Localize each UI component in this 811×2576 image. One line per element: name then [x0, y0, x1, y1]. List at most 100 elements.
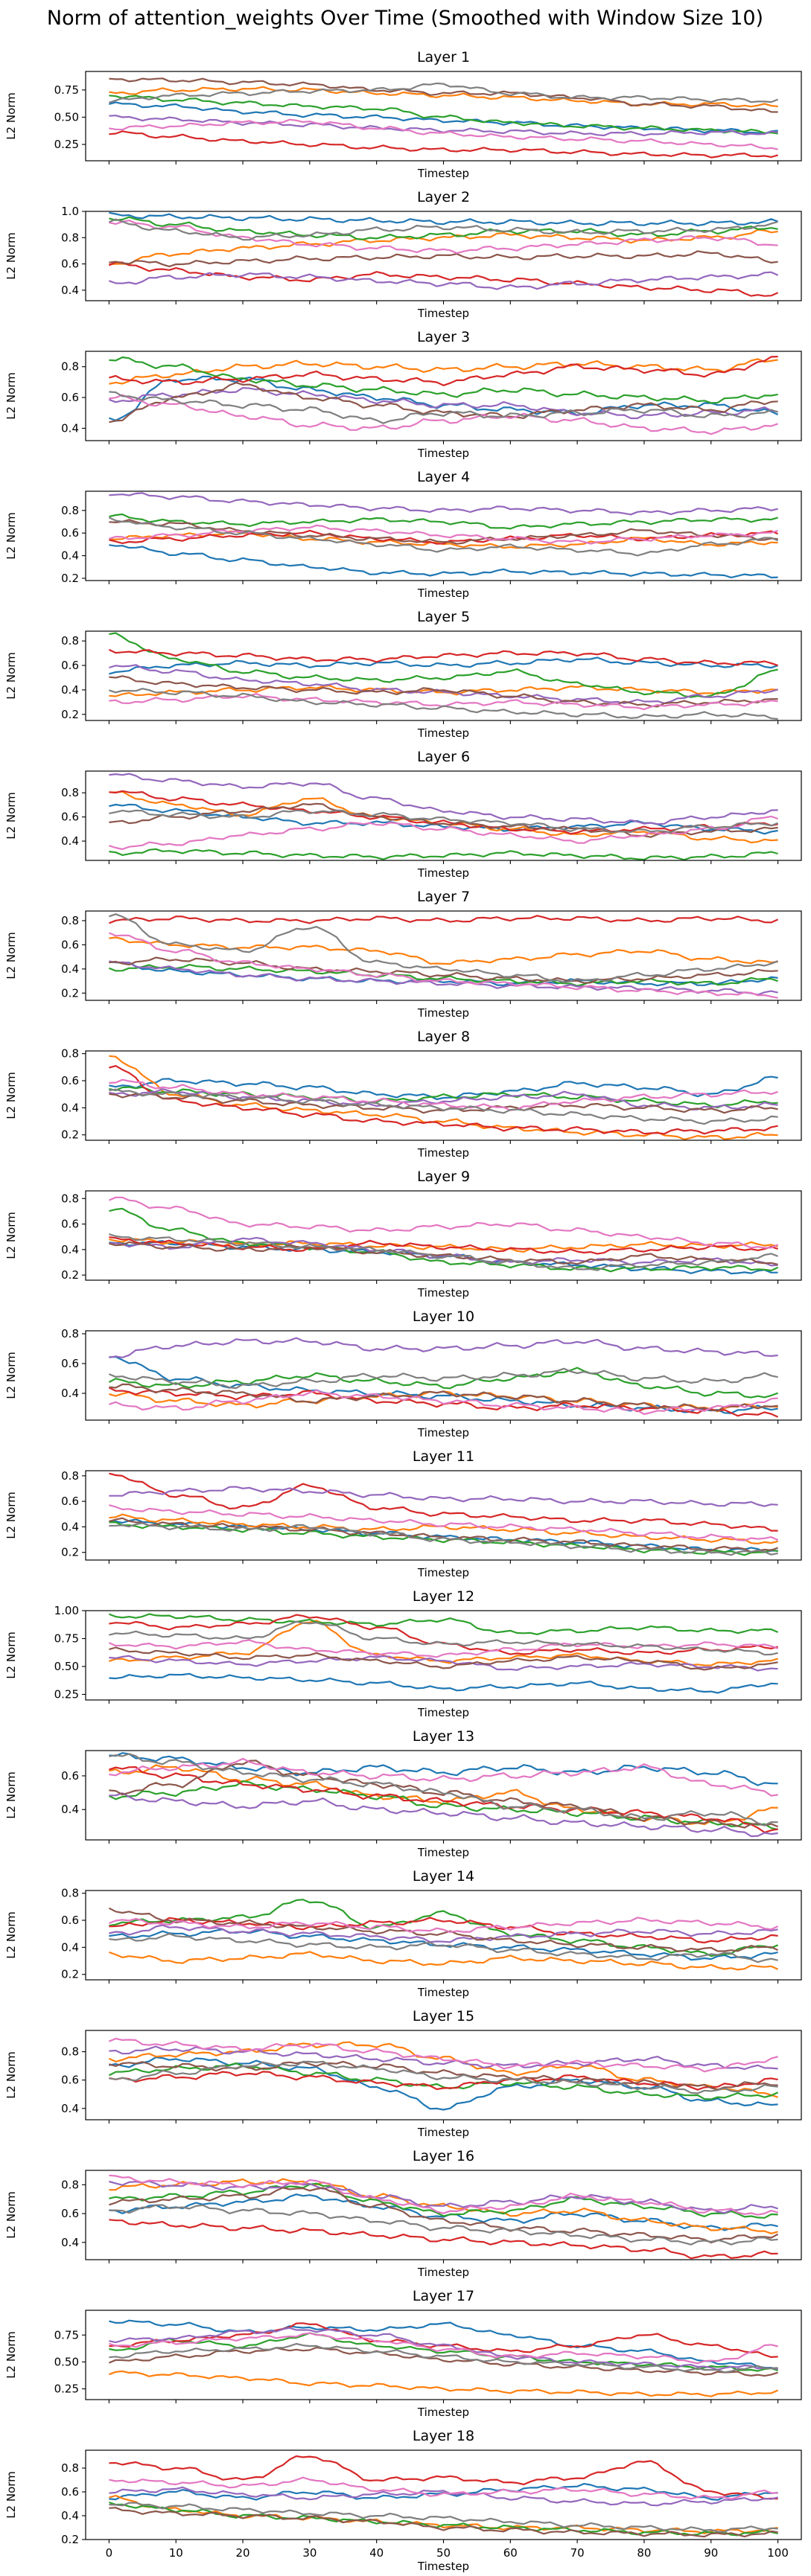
y-tick-label: 0.2 [61, 986, 79, 1000]
y-tick-label: 0.4 [61, 549, 79, 563]
series-line [109, 216, 778, 240]
y-tick-label: 1.00 [54, 1604, 79, 1617]
series-line [108, 915, 779, 924]
y-tick-label: 0.50 [54, 1660, 79, 1673]
panel-layer-15: Layer 15 0.4 0.6 0.8 Timestep L2 Norm [4, 2008, 802, 2139]
series-line [109, 220, 778, 255]
series-line [109, 2056, 778, 2111]
y-tick-label: 0.8 [61, 1047, 79, 1061]
panel-layer-11: Layer 11 0.2 0.4 0.6 0.8 Timestep L2 Norm [4, 1448, 802, 1579]
series-line [109, 1620, 778, 1656]
series-line [109, 513, 778, 530]
series-line [109, 1899, 779, 1957]
x-axis-label: Timestep [417, 2560, 469, 2573]
y-tick-label: 0.8 [61, 2461, 79, 2475]
x-tick-label: 100 [767, 2546, 789, 2560]
series-line [109, 632, 778, 698]
y-tick-label: 0.4 [61, 834, 79, 848]
panel-title: Layer 8 [417, 1029, 470, 1045]
series-line [108, 1367, 778, 1399]
series-group [108, 1196, 779, 1275]
x-axis-label: Timestep [417, 1566, 469, 1579]
x-tick-label: 30 [302, 2546, 317, 2560]
series-line [109, 773, 778, 825]
series-line [108, 517, 779, 557]
x-axis-label: Timestep [417, 307, 469, 320]
panel-layer-2: Layer 2 0.4 0.6 0.8 1.0 Timestep L2 Norm [4, 189, 802, 320]
series-line [109, 82, 778, 103]
series-group [109, 2455, 778, 2538]
series-line [109, 1753, 778, 1826]
series-line [109, 2319, 778, 2371]
x-axis-label: Timestep [417, 587, 469, 600]
y-axis-label: L2 Norm [4, 792, 18, 840]
series-line [109, 1486, 778, 1507]
series-line [109, 2332, 778, 2372]
series-line [109, 1241, 778, 1265]
series-line [109, 2174, 778, 2216]
y-tick-label: 0.6 [61, 938, 79, 951]
series-line [109, 809, 778, 834]
series-line [109, 77, 778, 113]
x-tick-label: 70 [570, 2546, 585, 2560]
y-tick-label: 0.50 [54, 110, 79, 124]
x-tick-label: 20 [236, 2546, 250, 2560]
y-tick-label: 0.8 [61, 231, 79, 244]
y-tick-label: 0.6 [61, 1357, 79, 1370]
series-line [109, 1088, 778, 1125]
series-line [109, 1504, 779, 1541]
y-tick-label: 0.6 [61, 1074, 79, 1087]
series-line [109, 228, 778, 266]
series-line [109, 961, 778, 987]
series-line [109, 664, 778, 704]
series-line [109, 1933, 778, 1963]
series-line [109, 1055, 778, 1140]
y-tick-label: 0.6 [61, 2485, 79, 2499]
series-line [109, 1076, 778, 1101]
y-tick-label: 0.8 [61, 634, 79, 648]
y-tick-label: 1.0 [61, 205, 79, 218]
y-axis-label: L2 Norm [4, 232, 18, 280]
series-group [108, 1337, 779, 1418]
series-line [109, 2322, 778, 2358]
series-line [109, 2332, 778, 2365]
x-axis-label: Timestep [417, 1986, 469, 1999]
series-line [109, 815, 778, 851]
series-line [109, 693, 778, 711]
series-line [108, 2346, 778, 2377]
series-line [109, 1521, 778, 1556]
y-tick-label: 0.4 [61, 1387, 79, 1400]
series-line [109, 2370, 779, 2397]
y-tick-label: 0.8 [61, 360, 79, 374]
x-axis-label: Timestep [417, 866, 469, 880]
series-group [109, 773, 778, 860]
y-tick-label: 0.2 [61, 572, 79, 585]
x-axis-label: Timestep [417, 726, 469, 740]
y-axis-label: L2 Norm [4, 1212, 18, 1259]
y-tick-label: 0.2 [61, 1128, 79, 1142]
axes-frame [85, 770, 802, 861]
y-axis-label: L2 Norm [4, 1352, 18, 1399]
panel-layer-14: Layer 14 0.2 0.4 0.6 0.8 Timestep L2 Norm [4, 1868, 802, 1999]
series-line [109, 803, 778, 835]
y-tick-label: 0.8 [61, 1192, 79, 1205]
x-axis-label: Timestep [417, 2266, 469, 2279]
series-line [109, 1207, 779, 1273]
y-tick-label: 0.75 [54, 2328, 79, 2342]
series-line [109, 2327, 778, 2371]
series-line [109, 2071, 778, 2091]
series-line [109, 1236, 778, 1255]
axes-frame [85, 2449, 802, 2540]
series-line [109, 1337, 778, 1358]
panel-title: Layer 3 [417, 329, 470, 345]
series-line [108, 1367, 778, 1390]
series-line [109, 1522, 778, 1556]
series-line [109, 492, 778, 516]
panel-layer-5: Layer 5 0.2 0.4 0.6 0.8 Timestep L2 Norm [4, 609, 802, 740]
series-line [109, 1655, 778, 1672]
series-line [108, 964, 778, 987]
panel-layer-12: Layer 12 0.25 0.50 0.75 1.00 Timestep L2 Norm [4, 1588, 802, 1719]
panel-layer-8: Layer 8 0.2 0.4 0.6 0.8 Timestep L2 Norm [4, 1029, 802, 1160]
series-line [109, 656, 778, 675]
y-tick-label: 0.4 [61, 421, 79, 435]
